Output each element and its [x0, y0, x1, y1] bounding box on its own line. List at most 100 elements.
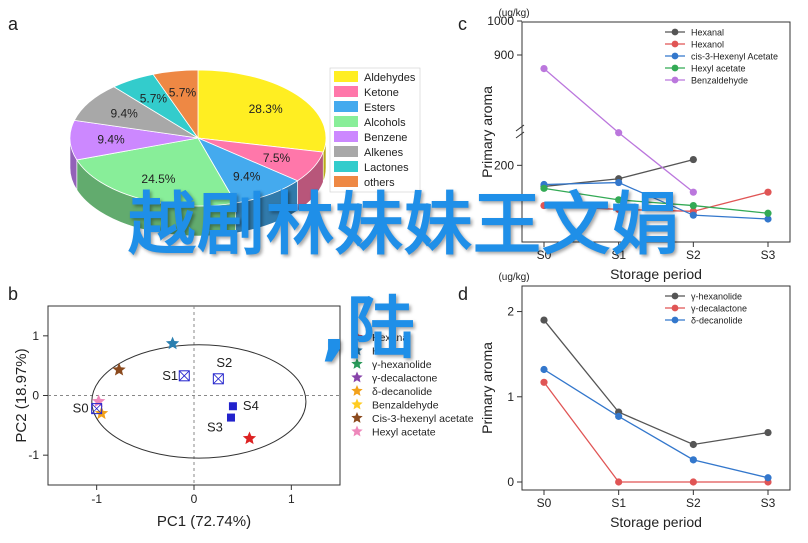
series-point [615, 205, 623, 214]
series-point [540, 378, 548, 386]
pca-xtick-label: 1 [288, 492, 295, 506]
pca-legend-label: Cis-3-hexenyl acetate [372, 413, 474, 425]
y-tick-label: 900 [494, 48, 514, 62]
pca-xtick-label: 0 [191, 492, 198, 506]
pca-sample-mark [213, 373, 224, 385]
series-line-Hexanol [543, 191, 769, 212]
pca-legend-label: δ-decanolide [372, 386, 432, 398]
series-point [764, 188, 772, 196]
pca-xlabel: PC1 (72.74%) [157, 513, 251, 530]
series-line-Hexyl acetate [543, 187, 769, 214]
panel-label-a: a [8, 14, 19, 34]
pie-legend-swatch [334, 86, 358, 97]
pca-ytick-label: 1 [32, 329, 39, 343]
pie-legend-swatch [334, 176, 358, 187]
pie-legend-label: Lactones [364, 162, 409, 174]
series-point [540, 201, 548, 210]
series-point [540, 365, 548, 374]
legend-label: δ-decanolide [691, 316, 743, 326]
pca-legend-star [351, 398, 363, 410]
pca-legend-star [351, 344, 363, 356]
pca-sample-point [228, 402, 237, 411]
pie-slice-alkenes [73, 86, 199, 139]
pie-legend-label: Ketone [364, 87, 399, 99]
pie-label: 5.7% [140, 91, 168, 105]
series-point [764, 474, 772, 482]
pie-legend-label: others [364, 177, 395, 189]
pca-legend-label: Hexanal [372, 332, 411, 344]
series-point [615, 412, 623, 420]
pie-legend-label: Alcohols [364, 117, 406, 129]
legend-marker [671, 304, 679, 312]
legend-label: Hexanal [691, 28, 724, 38]
series-point [615, 178, 623, 187]
pie-slice-others [152, 69, 199, 140]
legend-marker [671, 316, 679, 324]
pca-sample-label: S1 [162, 368, 178, 383]
pca-legend-star [351, 412, 363, 423]
y-axis-label: Primary aroma [479, 342, 495, 434]
unit-label: (ug/kg) [498, 8, 529, 19]
y-tick-label: 2 [507, 305, 514, 319]
legend-marker [671, 52, 679, 60]
plot-frame [521, 21, 791, 243]
pie-legend-swatch [334, 116, 358, 127]
pca-legend-star [351, 331, 363, 342]
pca-legend-star [351, 425, 363, 437]
pie-legend-label: Benzene [364, 132, 407, 144]
pca-sample-label: S4 [243, 398, 259, 413]
pca-ytick-label: -1 [28, 448, 39, 462]
pie-slice-alcohols [76, 137, 237, 207]
series-point [615, 196, 623, 204]
y-tick-label: 1 [507, 390, 514, 404]
pie-legend-swatch [334, 71, 358, 82]
pca-legend-star [351, 358, 363, 369]
series-point [689, 155, 697, 164]
pie-chart: 28.3%7.5%9.4%24.5%9.4%9.4%5.7% 5.7% [69, 69, 327, 237]
pie-legend: Aldehydes Ketone Esters Alcohols Benzene Alke… [329, 67, 421, 193]
series-point [764, 209, 772, 217]
y-tick-label: 1000 [487, 14, 514, 28]
pca-confidence-ellipse [91, 344, 307, 459]
panel-label-b: b [8, 284, 18, 304]
series-point [615, 478, 623, 486]
legend-label: Hexanol [691, 40, 724, 50]
x-tick-label: S0 [537, 248, 552, 262]
pie-legend-label: Aldehydes [364, 72, 416, 84]
panel-label-c: c [458, 14, 467, 34]
pca-sample-mark [178, 370, 190, 382]
legend-marker [671, 76, 679, 84]
pie-label: 28.3% [249, 102, 283, 116]
pca-ytick-label: 0 [32, 389, 39, 403]
series-point [689, 440, 697, 449]
pie-label: 24.5% [141, 172, 175, 186]
x-tick-label: S3 [761, 248, 776, 262]
y-axis-label: Primary aroma [479, 86, 495, 178]
pca-loading-star [92, 394, 106, 408]
line-chart-c: S0 S1 S2 S3 Storage period Primary aroma (ug/k… [479, 8, 791, 282]
series-point [689, 201, 697, 210]
pca-xtick-label: -1 [91, 492, 102, 506]
pca-loading-star [242, 431, 257, 445]
series-line-δ-decanolide [543, 368, 769, 479]
pie-legend-label: Alkenes [364, 147, 404, 159]
pca-ylabel: PC2 (18.97%) [13, 348, 30, 442]
x-tick-label: S1 [611, 248, 626, 262]
pca-legend-star [351, 385, 363, 396]
axis-break-mark [515, 124, 525, 139]
pie-legend-swatch [334, 101, 358, 112]
legend-marker [671, 40, 679, 48]
x-axis-label: Storage period [610, 266, 702, 282]
pca-legend-label: Hexanol [372, 346, 411, 358]
series-point [689, 211, 697, 219]
y-tick-label: 0 [507, 475, 514, 489]
series-point [615, 129, 623, 137]
series-line-γ-hexanolide [543, 319, 769, 446]
legend-marker [671, 28, 679, 36]
x-tick-label: S2 [686, 248, 701, 262]
pie-slice-aldehydes [197, 69, 327, 153]
series-point [540, 316, 548, 324]
pie-label: 5.7% [169, 86, 197, 100]
x-tick-label: S3 [761, 496, 776, 510]
